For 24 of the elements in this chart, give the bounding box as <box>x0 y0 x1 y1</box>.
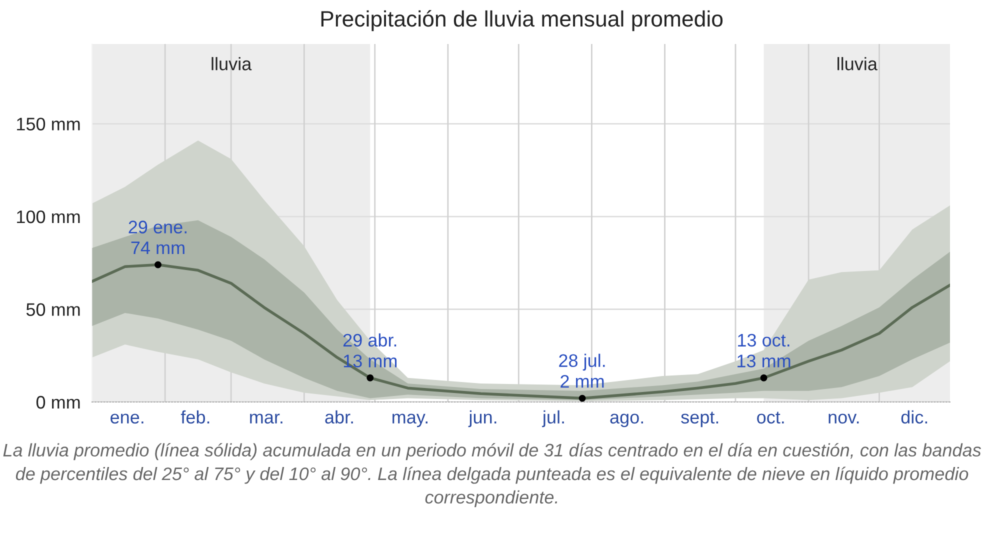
annotation: 29 abr. 13 mm <box>343 333 397 368</box>
x-tick-label: may. <box>392 414 428 428</box>
band-label: lluvia <box>838 57 878 70</box>
band-label: lluvia <box>212 57 252 70</box>
y-tick-label: 150 mm <box>17 118 80 130</box>
x-tick-label: ago. <box>610 414 643 428</box>
annotation: 28 jul. 2 mm <box>559 354 605 388</box>
annotation: 29 ene. 74 mm <box>128 220 186 254</box>
x-tick-label: jun. <box>468 410 496 428</box>
x-tick-label: abr. <box>325 410 353 424</box>
annotation: 13 oct. 13 mm <box>738 334 790 368</box>
x-tick-label: feb. <box>180 410 210 424</box>
y-tick-label: 0 mm <box>36 396 80 409</box>
x-tick-label: nov. <box>828 414 859 424</box>
x-tick-label: mar. <box>250 414 282 424</box>
x-tick-label: dic. <box>901 410 928 424</box>
y-tick-label: 100 mm <box>17 210 80 224</box>
y-tick-label: 50 mm <box>26 303 80 316</box>
x-tick-label: oct. <box>757 412 784 424</box>
x-tick-label: jul. <box>542 410 564 428</box>
x-tick-label: sept. <box>681 412 718 428</box>
chart-title: Precipitación de lluvia mensual promedio <box>321 10 723 32</box>
text: La lluvia promedio (línea sólida) acumulada en un periodo móvil de 31 días centrado en el día en cuestión, con las bandas de percentiles del 25° al 75° y del 10° al 90°. La línea delgada punteada es el equivalente de nieve en líquido promedio correspondiente. <box>3 443 981 508</box>
x-tick-label: ene. <box>110 414 144 424</box>
